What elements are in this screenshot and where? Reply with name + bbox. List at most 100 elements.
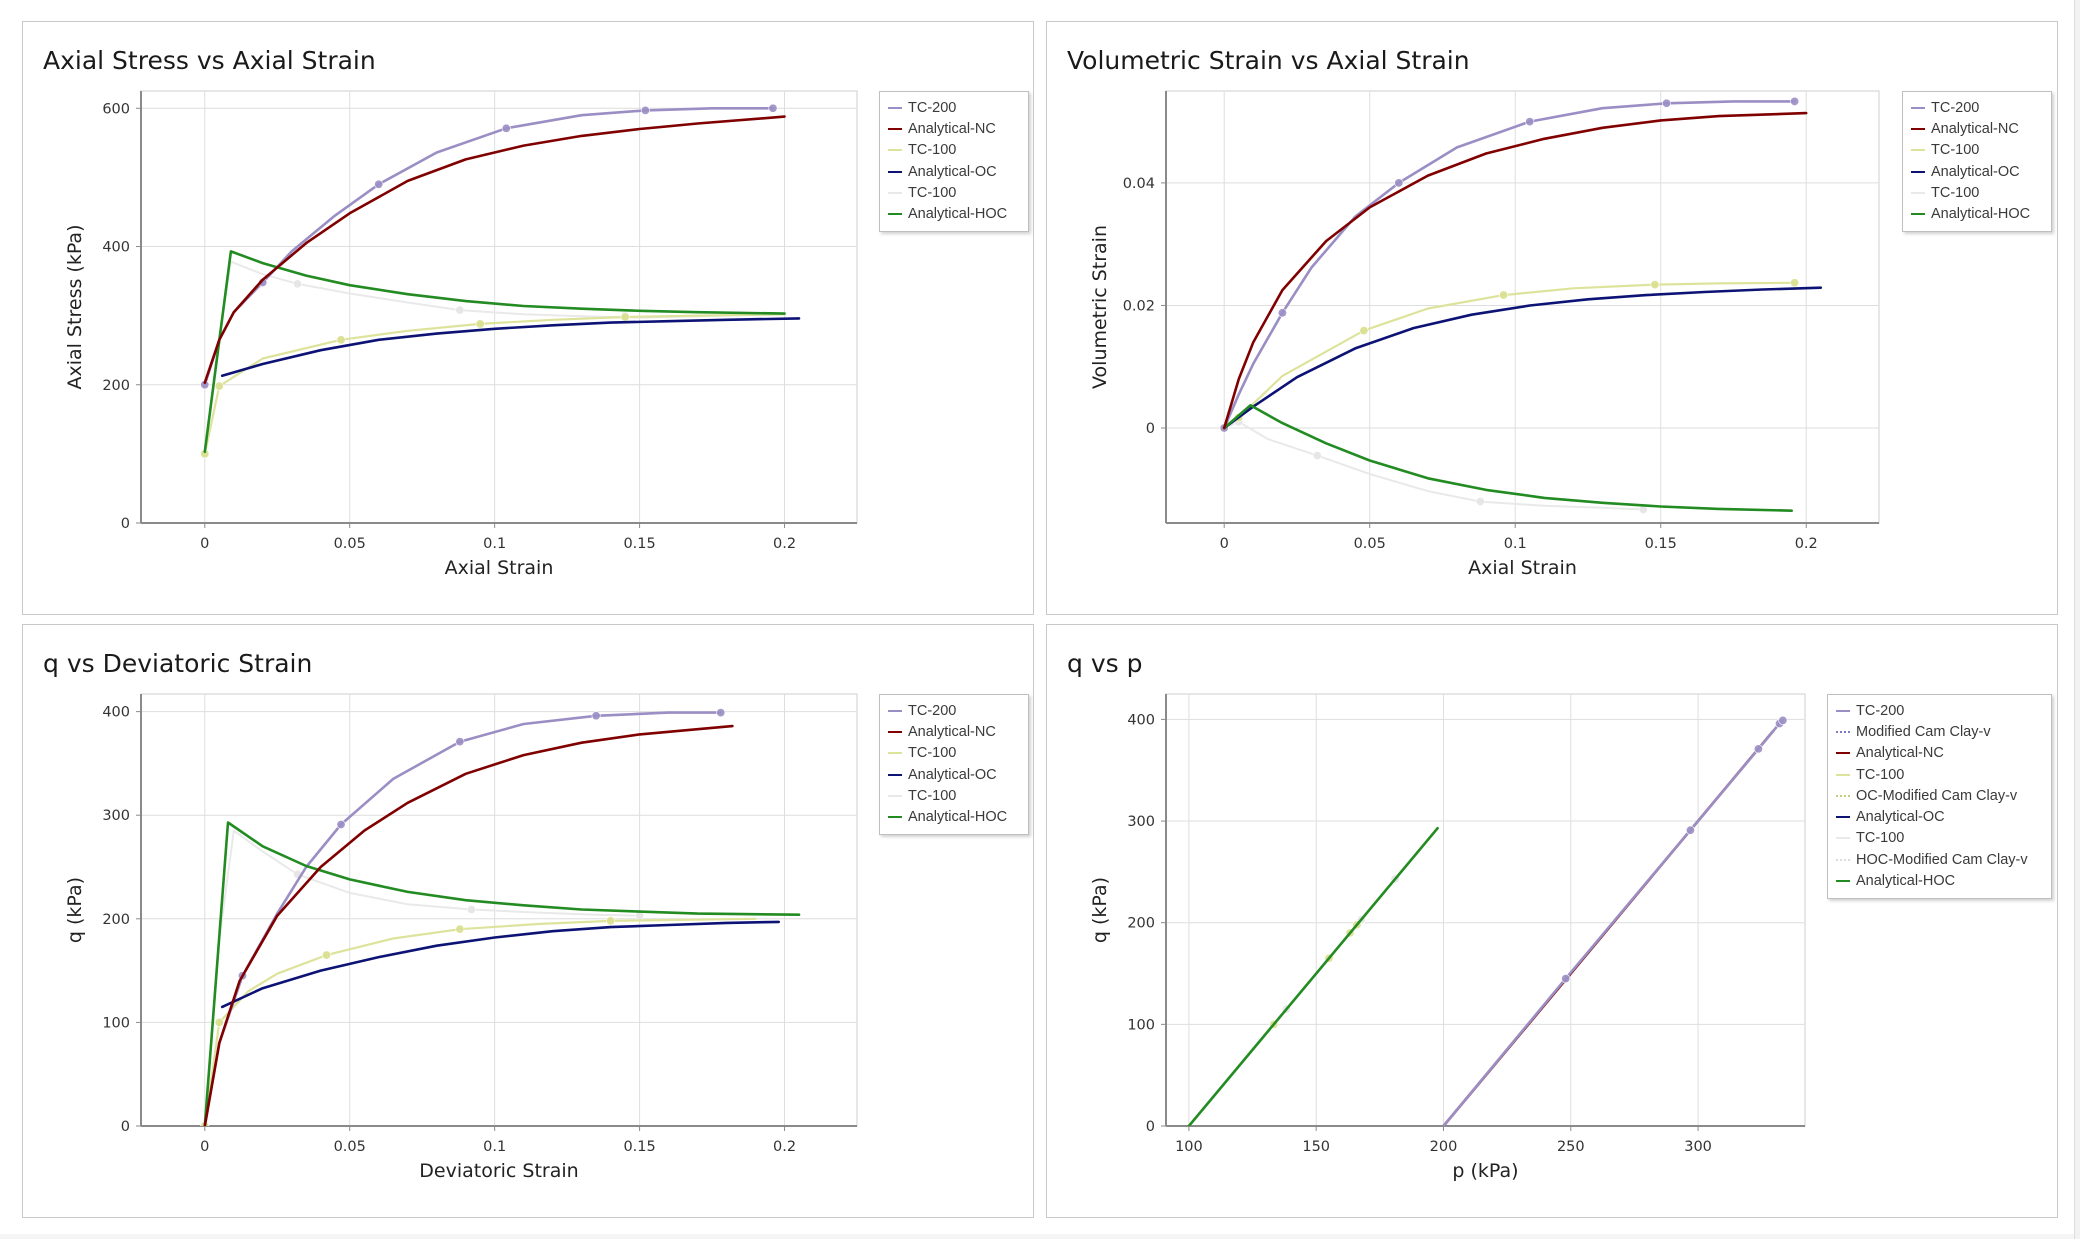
data-point[interactable] xyxy=(455,305,465,315)
data-point[interactable] xyxy=(455,737,465,747)
legend-item[interactable]: TC-200 xyxy=(1911,97,2041,118)
legend-item[interactable]: Analytical-OC xyxy=(888,764,1018,785)
legend-item[interactable]: Analytical-NC xyxy=(888,721,1018,742)
chart-q-deviatoric-svg[interactable]: 0 0.05 0.1 0.15 0.2 0 100 200 300 400 Deviatoric S… xyxy=(23,625,1035,1219)
chart-volumetric-svg[interactable]: 0 0.05 0.1 0.15 0.2 0 0.02 0.04 Axial Strain Volu… xyxy=(1047,22,2059,616)
data-point[interactable] xyxy=(1778,715,1788,725)
legend-item[interactable]: TC-100 xyxy=(888,785,1018,806)
series-line-analytical-oc[interactable] xyxy=(1222,286,1823,430)
legend-item[interactable]: Analytical-HOC xyxy=(1911,203,2041,224)
data-point[interactable] xyxy=(1561,974,1571,984)
data-point[interactable] xyxy=(606,916,616,926)
legend-item[interactable]: Analytical-OC xyxy=(888,161,1018,182)
series-line-analytical-oc[interactable] xyxy=(220,317,801,378)
legend-label: Analytical-OC xyxy=(908,163,997,180)
legend-item[interactable]: Analytical-OC xyxy=(1911,161,2041,182)
data-point[interactable] xyxy=(466,904,476,914)
x-tick-label: 0.15 xyxy=(1645,536,1677,552)
data-point[interactable] xyxy=(1359,326,1369,336)
legend-item[interactable]: TC-100 xyxy=(1911,182,2041,203)
x-tick-label: 100 xyxy=(1175,1139,1203,1155)
legend-item[interactable]: OC-Modified Cam Clay-v xyxy=(1836,785,2041,806)
data-point[interactable] xyxy=(1650,280,1660,290)
legend-item[interactable]: HOC-Modified Cam Clay-v xyxy=(1836,849,2041,870)
y-tick-label: 200 xyxy=(102,912,130,928)
legend-item[interactable]: Analytical-NC xyxy=(888,118,1018,139)
series-line-tc-100[interactable] xyxy=(1223,420,1645,511)
series-line-analytical-hoc[interactable] xyxy=(203,250,786,454)
data-point[interactable] xyxy=(214,1017,224,1027)
data-point[interactable] xyxy=(455,924,465,934)
legend-item[interactable]: TC-100 xyxy=(1911,140,2041,161)
legend-item[interactable]: TC-100 xyxy=(1836,828,2041,849)
legend-item[interactable]: Analytical-HOC xyxy=(1836,870,2041,891)
legend-item[interactable]: Analytical-HOC xyxy=(888,203,1018,224)
data-point[interactable] xyxy=(1662,98,1672,108)
data-point[interactable] xyxy=(1499,290,1509,300)
data-point[interactable] xyxy=(501,123,511,133)
data-point[interactable] xyxy=(1790,278,1800,288)
legend-item[interactable]: TC-200 xyxy=(1836,700,2041,721)
y-tick-label: 0.04 xyxy=(1123,176,1155,192)
data-point[interactable] xyxy=(475,319,485,329)
data-point[interactable] xyxy=(1394,178,1404,188)
series-line-analytical-hoc[interactable] xyxy=(1222,404,1793,512)
legend-item[interactable]: Analytical-NC xyxy=(1911,118,2041,139)
legend-item[interactable]: Analytical-HOC xyxy=(888,806,1018,827)
legend-item[interactable]: TC-200 xyxy=(888,97,1018,118)
x-tick-label: 0.2 xyxy=(1795,536,1818,552)
x-axis-label: Axial Strain xyxy=(1468,557,1577,579)
legend-item[interactable]: TC-100 xyxy=(888,743,1018,764)
series-line-analytical-nc[interactable] xyxy=(203,724,734,1126)
data-point[interactable] xyxy=(336,820,346,830)
legend-label: TC-200 xyxy=(1856,702,1905,719)
legend-item[interactable]: TC-100 xyxy=(888,182,1018,203)
data-point[interactable] xyxy=(1475,497,1485,507)
y-tick-label: 200 xyxy=(1127,916,1155,932)
data-point[interactable] xyxy=(1685,825,1695,835)
data-point[interactable] xyxy=(1753,744,1763,754)
series-line-tc-100[interactable] xyxy=(1223,281,1796,430)
data-point[interactable] xyxy=(768,103,778,113)
data-point[interactable] xyxy=(1277,308,1287,318)
series-line-analytical-hoc[interactable] xyxy=(203,821,801,1127)
x-tick-label: 200 xyxy=(1430,1139,1458,1155)
legend-swatch xyxy=(1836,794,1850,797)
data-point[interactable] xyxy=(620,312,630,322)
legend-label: TC-100 xyxy=(1856,830,1905,847)
series-line-analytical-hoc[interactable] xyxy=(1187,826,1439,1126)
legend-item[interactable]: TC-100 xyxy=(888,140,1018,161)
data-point[interactable] xyxy=(322,950,332,960)
data-point[interactable] xyxy=(374,179,384,189)
data-point[interactable] xyxy=(293,279,303,289)
legend-swatch xyxy=(888,106,902,109)
series-line-analytical-nc[interactable] xyxy=(203,115,786,384)
legend-swatch xyxy=(888,191,902,194)
legend-item[interactable]: TC-100 xyxy=(1836,764,2041,785)
series-line-analytical-nc[interactable] xyxy=(1222,111,1808,430)
y-tick-label: 400 xyxy=(102,240,130,256)
y-tick-label: 0.02 xyxy=(1123,298,1155,314)
data-point[interactable] xyxy=(1790,96,1800,106)
data-point[interactable] xyxy=(591,711,601,721)
window-scrollbar[interactable] xyxy=(2074,0,2080,1239)
x-tick-label: 150 xyxy=(1302,1139,1330,1155)
legend-swatch xyxy=(1911,213,1925,216)
series-line-tc-100[interactable] xyxy=(203,829,641,1126)
data-point[interactable] xyxy=(336,335,346,345)
data-point[interactable] xyxy=(640,105,650,115)
legend-item[interactable]: Modified Cam Clay-v xyxy=(1836,721,2041,742)
data-point[interactable] xyxy=(716,708,726,718)
data-point[interactable] xyxy=(214,381,224,391)
data-point[interactable] xyxy=(1312,451,1322,461)
series-line-tc-100[interactable] xyxy=(203,917,757,1126)
series-line-analytical-oc[interactable] xyxy=(220,920,780,1009)
legend-item[interactable]: TC-200 xyxy=(888,700,1018,721)
series-line-tc-100[interactable] xyxy=(203,313,786,455)
legend-item[interactable]: Analytical-OC xyxy=(1836,806,2041,827)
legend-item[interactable]: Analytical-NC xyxy=(1836,743,2041,764)
data-point[interactable] xyxy=(1525,117,1535,127)
window-bottom-edge xyxy=(0,1234,2080,1239)
chart-q-p-svg[interactable]: 100 150 200 250 300 0 100 200 300 400 p (kPa) q (kP… xyxy=(1047,625,2059,1219)
